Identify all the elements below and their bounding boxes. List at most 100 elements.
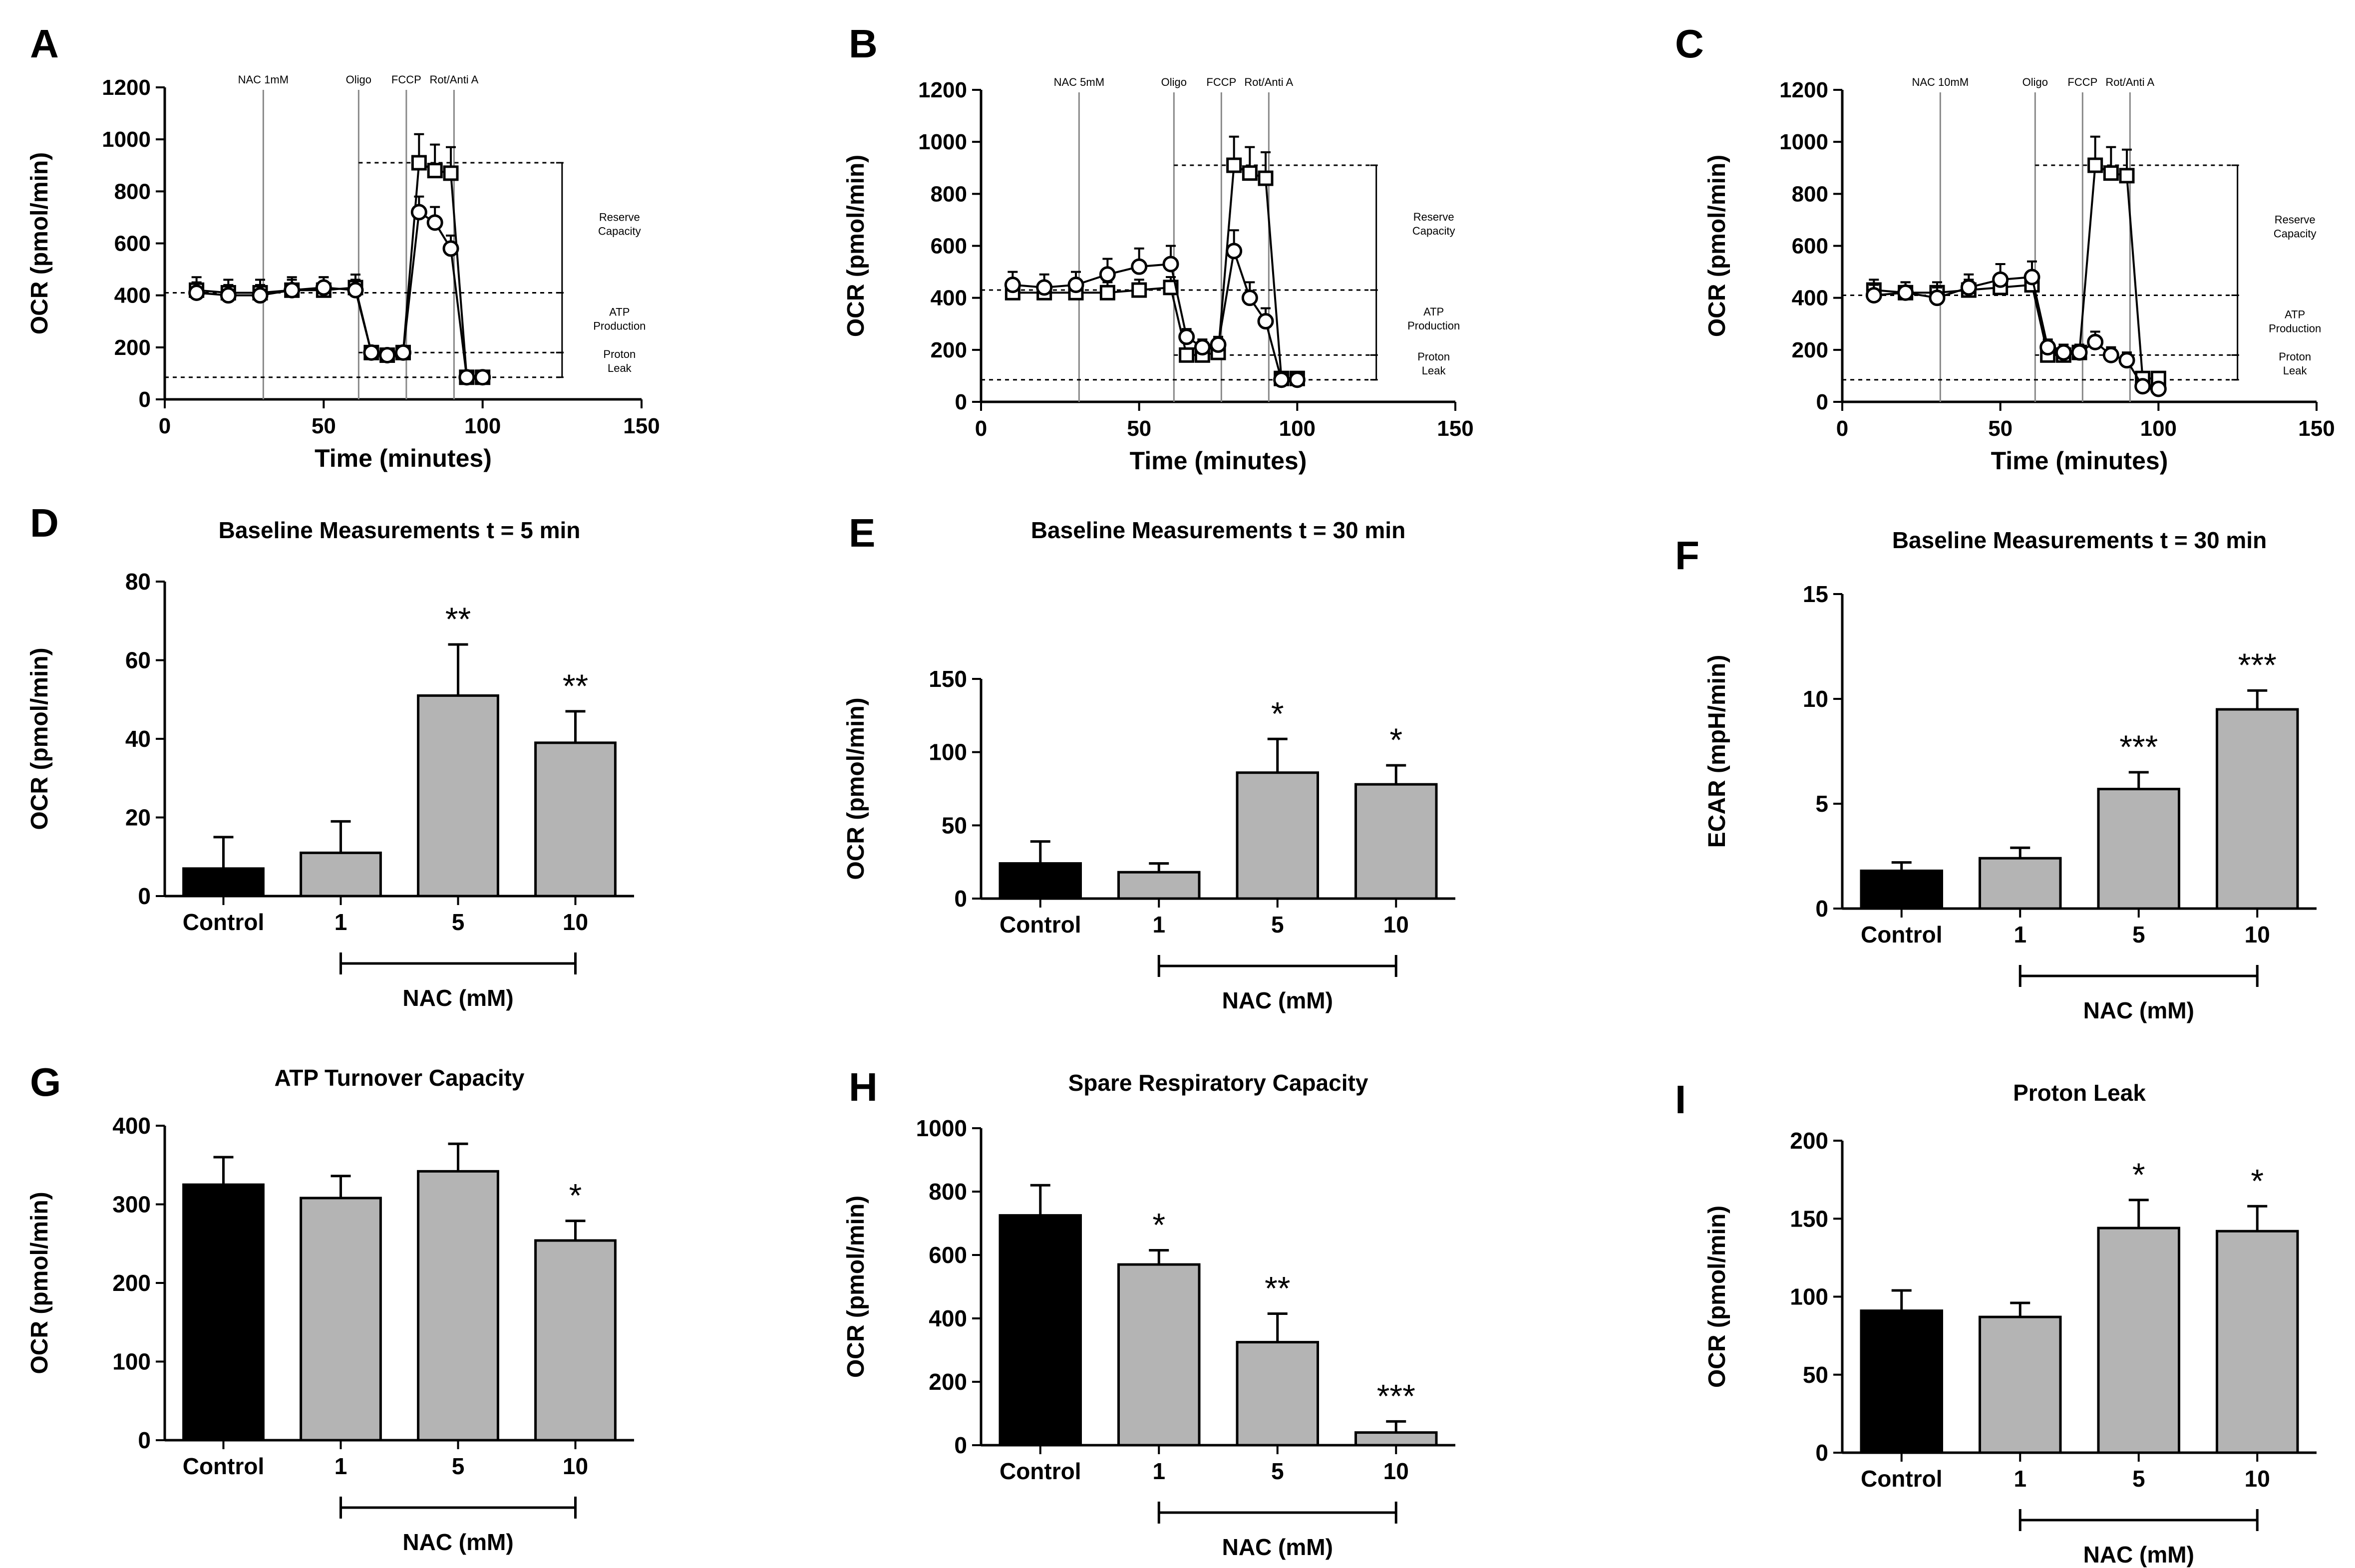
- injection-label: NAC 5mM: [1054, 76, 1104, 88]
- y-tick-label: 300: [112, 1192, 151, 1218]
- bar-10: [2216, 1230, 2299, 1454]
- data-point: [1179, 347, 1195, 363]
- data-point: [442, 240, 459, 257]
- bar-control: [182, 1183, 265, 1442]
- panel-label: B: [849, 21, 878, 66]
- x-axis-title: Time (minutes): [1991, 447, 2168, 475]
- y-tick-label: 0: [1816, 390, 1828, 414]
- x-tick-label: 100: [1279, 416, 1316, 441]
- bar-1: [300, 851, 382, 898]
- bracket-label: ATP: [1423, 306, 1444, 318]
- panel-f: F Baseline Measurements t = 30 min *** *** 0…: [1675, 527, 2317, 1023]
- injection-label: Oligo: [1161, 76, 1187, 88]
- data-point: [2134, 378, 2151, 395]
- data-point: [220, 287, 237, 304]
- x-tick-label: 5: [1271, 912, 1284, 938]
- y-tick-label: 800: [1792, 182, 1828, 206]
- bar-control: [999, 862, 1082, 900]
- panel-d: D Baseline Measurements t = 5 min ** ** 0 20 4…: [26, 501, 634, 1011]
- data-point: [1162, 256, 1179, 273]
- data-point: [2039, 339, 2056, 356]
- x-tick-label: Control: [1000, 912, 1081, 938]
- y-tick-label: 50: [1803, 1362, 1828, 1388]
- x-tick-label: 10: [563, 1453, 588, 1479]
- x-tick-label: 5: [452, 909, 465, 935]
- y-tick-label: 0: [139, 387, 151, 412]
- injection-label: FCCP: [2067, 76, 2097, 88]
- y-tick-label: 600: [1792, 234, 1828, 259]
- injection-label: Oligo: [346, 73, 371, 86]
- injection-label: Rot/Anti A: [2105, 76, 2154, 88]
- bar-10: [2216, 708, 2299, 910]
- x-tick-label: 10: [1383, 912, 1409, 938]
- x-tick-label: 5: [2132, 922, 2145, 947]
- chart-title: Baseline Measurements t = 5 min: [219, 517, 581, 543]
- data-point: [1131, 282, 1147, 298]
- chart-title: ATP Turnover Capacity: [274, 1065, 524, 1091]
- bar-1: [1117, 871, 1201, 900]
- bracket-label: Capacity: [598, 225, 641, 237]
- bar-5: [1236, 771, 1319, 900]
- bracket-label: Leak: [2283, 364, 2308, 377]
- x-tick-label: 1: [2014, 922, 2026, 947]
- y-tick-label: 0: [1815, 896, 1828, 922]
- data-point: [1226, 243, 1243, 260]
- x-tick-label: 10: [2245, 1466, 2270, 1492]
- significance-marker: *: [1389, 721, 1402, 758]
- bar-5: [417, 1170, 499, 1442]
- group-label: NAC (mM): [402, 1529, 513, 1555]
- data-point: [474, 369, 491, 386]
- significance-marker: ***: [1377, 1377, 1415, 1414]
- significance-marker: **: [1265, 1269, 1290, 1306]
- panel-b: B 0 200 400 600 800 1000 1200 0 50 100 150 Time (min…: [843, 21, 1474, 475]
- bar-control: [1860, 1309, 1943, 1454]
- data-point: [347, 282, 364, 299]
- data-point: [1210, 336, 1227, 353]
- panel-label: A: [30, 21, 59, 66]
- y-axis-title: ECAR (mpH/min): [1704, 655, 1730, 848]
- data-point: [2103, 165, 2119, 181]
- bar-10: [1354, 1431, 1438, 1447]
- x-tick-label: 0: [975, 416, 987, 441]
- y-tick-label: 1000: [918, 130, 967, 154]
- x-tick-label: 1: [1152, 1458, 1165, 1484]
- y-tick-label: 200: [1790, 1128, 1828, 1154]
- panel-label: H: [849, 1065, 878, 1109]
- x-tick-label: Control: [1861, 1466, 1943, 1492]
- injection-label: NAC 1mM: [238, 73, 289, 86]
- x-tick-label: 50: [312, 414, 336, 438]
- x-tick-label: 10: [1383, 1458, 1409, 1484]
- data-point: [395, 344, 411, 361]
- x-tick-label: 5: [1271, 1458, 1284, 1484]
- data-point: [284, 282, 301, 299]
- data-point: [1242, 165, 1258, 181]
- data-point: [410, 204, 427, 221]
- significance-marker: *: [2132, 1156, 2145, 1193]
- significance-marker: *: [569, 1177, 582, 1214]
- y-axis-title: OCR (pmol/min): [1704, 1206, 1730, 1388]
- x-tick-label: Control: [183, 909, 265, 935]
- data-point: [1897, 284, 1914, 301]
- y-tick-label: 100: [929, 739, 967, 765]
- data-point: [1226, 157, 1242, 173]
- y-tick-label: 800: [931, 182, 967, 206]
- y-tick-label: 1200: [1779, 78, 1828, 102]
- bar-5: [2097, 1227, 2180, 1454]
- data-point: [1067, 277, 1084, 294]
- y-tick-label: 60: [125, 647, 151, 673]
- data-point: [1929, 290, 1946, 307]
- data-point: [1258, 170, 1274, 186]
- panel-label: C: [1675, 21, 1704, 66]
- bracket-label: Production: [2269, 322, 2321, 334]
- x-tick-label: 150: [2298, 416, 2335, 441]
- data-point: [2087, 157, 2103, 173]
- panel-g: G ATP Turnover Capacity * 0 100 200 300 400 Cont…: [26, 1060, 634, 1555]
- x-tick-label: 50: [1127, 416, 1151, 441]
- y-axis-title: OCR (pmol/min): [843, 1196, 869, 1378]
- y-tick-label: 400: [112, 1113, 151, 1139]
- bracket-label: Production: [593, 319, 646, 332]
- bar-10: [1354, 783, 1438, 900]
- bracket-label: ATP: [2285, 308, 2305, 320]
- panel-label: E: [849, 511, 875, 555]
- data-point: [1099, 266, 1116, 283]
